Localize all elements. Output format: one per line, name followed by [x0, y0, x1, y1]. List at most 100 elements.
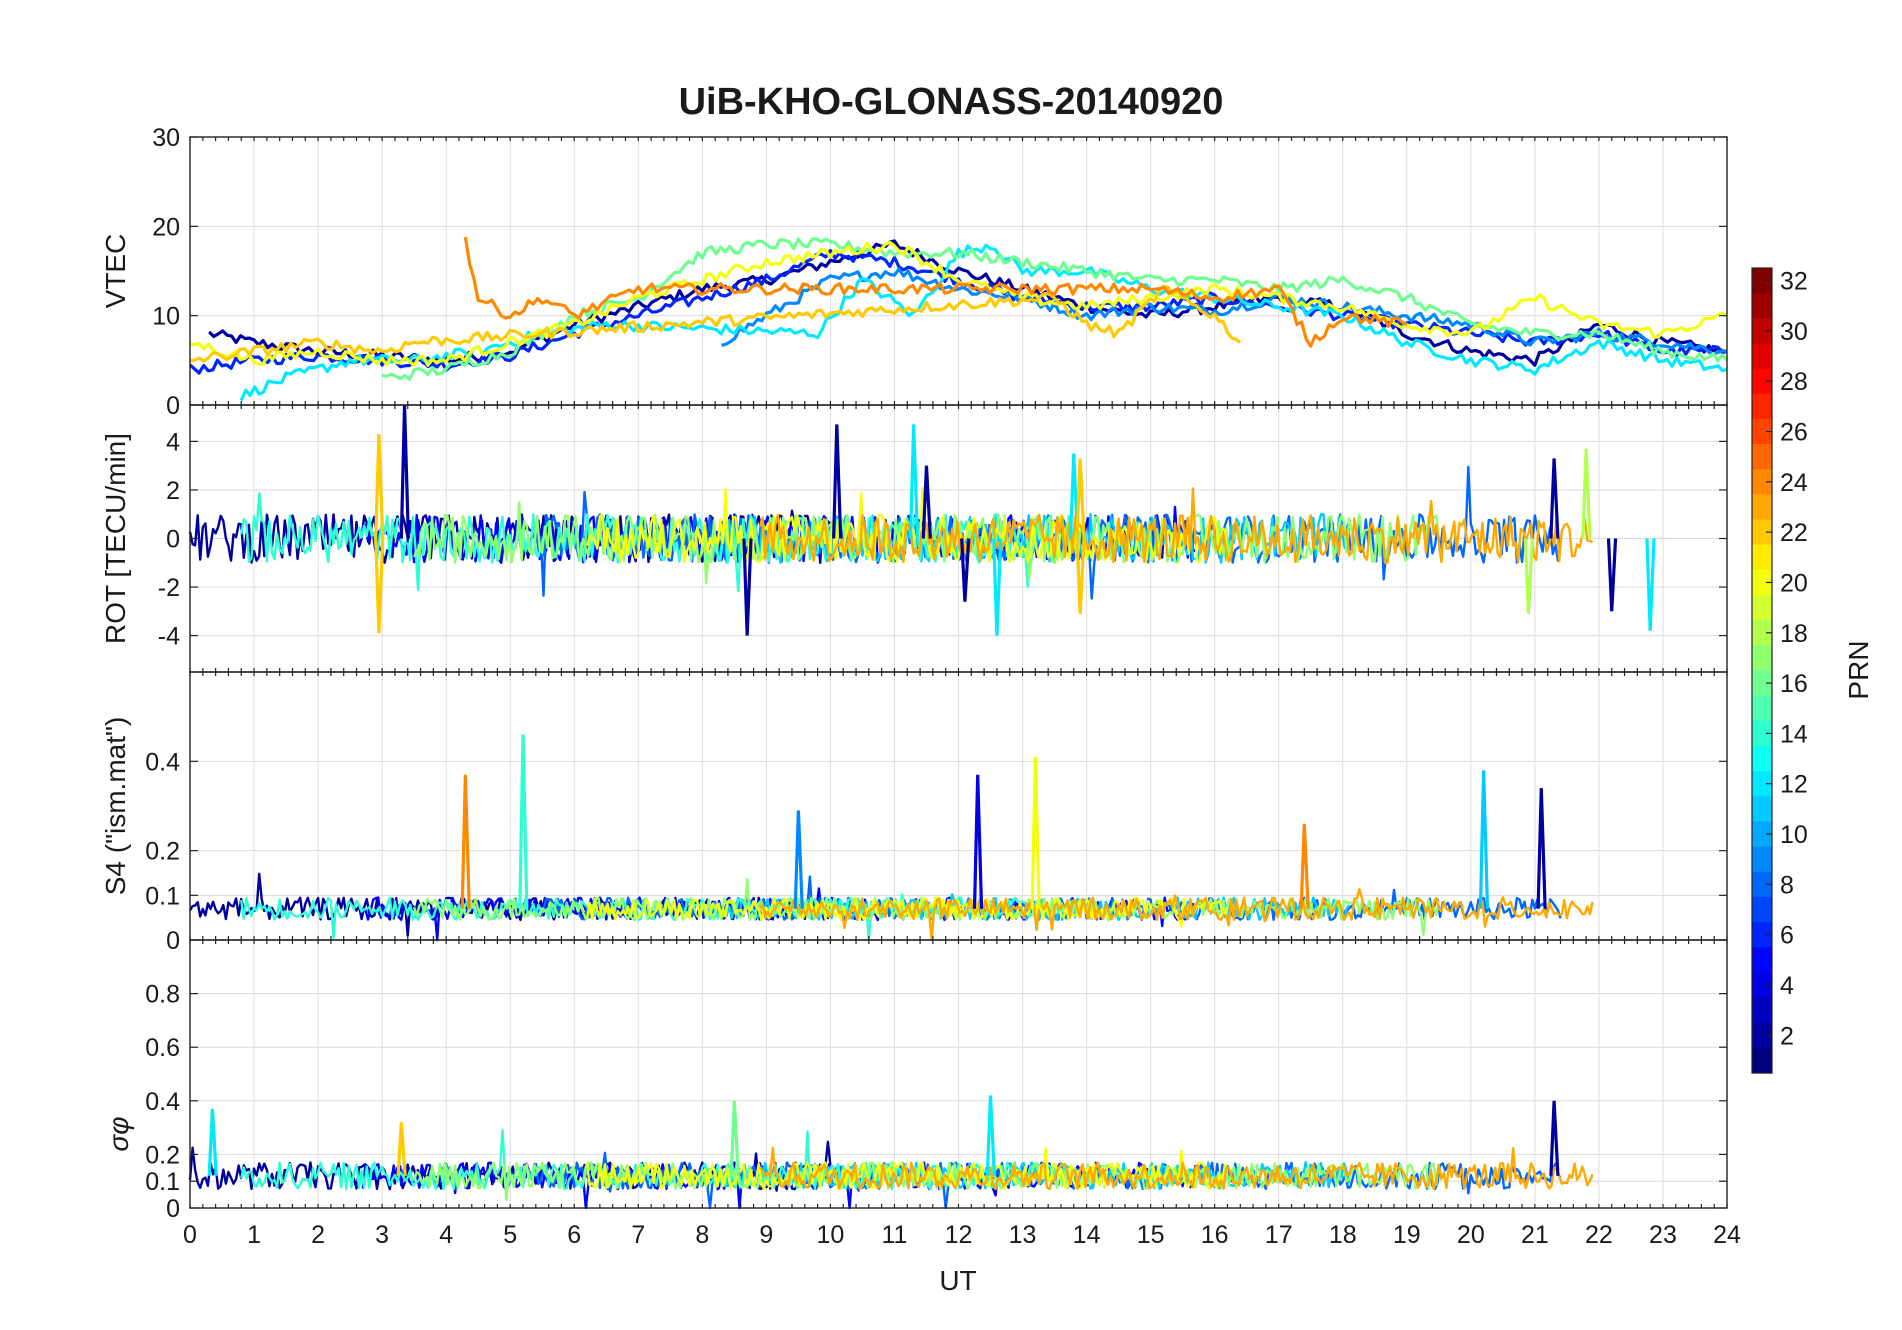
y-tick-label: 4	[166, 428, 180, 456]
noise-trace-prn-14	[240, 1129, 1075, 1191]
colorbar-tick-label: 32	[1780, 268, 1808, 296]
x-tick-label: 4	[439, 1221, 453, 1249]
series-line-prn-20	[189, 240, 1728, 367]
spike-prn-9	[793, 810, 804, 909]
colorbar-segment	[1752, 268, 1772, 294]
colorbar-segment	[1752, 1047, 1772, 1074]
colorbar-tick-label: 18	[1780, 620, 1808, 648]
colorbar-segment	[1752, 871, 1772, 898]
panel-4: 00.10.2 0.4 0.6 0.8 σφ	[103, 939, 1728, 1223]
spike-prn-12	[992, 538, 1003, 636]
colorbar-segment	[1752, 620, 1772, 646]
colorbar-segment	[1752, 821, 1772, 848]
y-tick-label: 0.6	[145, 1034, 180, 1062]
x-tick-label: 8	[695, 1221, 709, 1249]
x-tick-label: 10	[817, 1221, 845, 1249]
panel-3: 0 0.1 0.2 0.4 S4 ("ism.mat")	[100, 671, 1728, 955]
y-tick-label: 0	[166, 927, 180, 955]
spike-prn-22	[374, 434, 385, 539]
x-tick-label: 17	[1265, 1221, 1293, 1249]
y-axis-label: σφ	[103, 1116, 134, 1151]
colorbar-tick-label: 30	[1780, 318, 1808, 346]
spike-prn-18	[1581, 448, 1592, 539]
y-tick-label: -2	[158, 574, 180, 602]
spike-prn-2	[1549, 1100, 1560, 1176]
colorbar-segment	[1752, 745, 1772, 772]
colorbar-tick-label: 12	[1780, 771, 1808, 799]
colorbar-segment	[1752, 947, 1772, 973]
series-line-prn-12	[239, 243, 1728, 402]
colorbar-segment	[1752, 896, 1772, 923]
spike-prn-2	[742, 538, 753, 636]
colorbar-segment	[1752, 695, 1772, 722]
colorbar-tick-label: 4	[1780, 972, 1794, 1000]
colorbar-tick-label: 20	[1780, 569, 1808, 597]
colorbar-segment	[1752, 318, 1772, 345]
y-tick-label: 0.2	[145, 838, 180, 866]
spike-prn-12	[207, 1108, 218, 1176]
colorbar-segment	[1752, 720, 1772, 747]
colorbar-frame	[1751, 267, 1773, 1074]
series-line-prn-24	[463, 236, 1408, 348]
spike-prn-22	[1075, 458, 1086, 539]
colorbar-segment	[1752, 569, 1772, 596]
x-tick-label: 15	[1137, 1221, 1165, 1249]
series-group	[188, 734, 1594, 942]
colorbar-segment	[1752, 469, 1772, 496]
colorbar-tick-label: 8	[1780, 871, 1794, 899]
y-axis-label: VTEC	[100, 234, 131, 309]
x-tick-label: 7	[631, 1221, 645, 1249]
noise-trace-prn-23	[758, 888, 1594, 942]
colorbar-segment	[1752, 444, 1772, 470]
x-tick-label: 14	[1073, 1221, 1101, 1249]
series-line-prn-16	[381, 237, 1729, 381]
spike-prn-22	[396, 1122, 407, 1176]
x-tick-label: 9	[759, 1221, 773, 1249]
x-tick-label: 16	[1201, 1221, 1229, 1249]
noise-trace-prn-23	[758, 487, 1594, 564]
chart-title: UiB-KHO-GLONASS-20140920	[679, 81, 1224, 123]
spike-prn-2	[1536, 788, 1547, 909]
panel-1: 0 10 20 30 VTEC	[100, 124, 1729, 420]
y-tick-label: 0	[166, 526, 180, 554]
spike-prn-16	[729, 1100, 740, 1176]
x-tick-label: 20	[1457, 1221, 1485, 1249]
x-tick-label: 12	[945, 1221, 973, 1249]
noise-trace-prn-23	[759, 1146, 1594, 1191]
panel-2: -4 -2 0 2 4 ROT [TECU/min]	[100, 404, 1728, 673]
colorbar-segment	[1752, 972, 1772, 999]
colorbar-segment	[1752, 1022, 1772, 1049]
spike-prn-2	[399, 404, 410, 539]
colorbar-segment	[1752, 368, 1772, 395]
colorbar-tick-label: 28	[1780, 368, 1808, 396]
y-axis-label: ROT [TECU/min]	[100, 433, 131, 644]
y-tick-label: 20	[152, 213, 180, 241]
colorbar-tick-label: 16	[1780, 670, 1808, 698]
spike-prn-14	[518, 734, 529, 909]
y-axis-label: S4 ("ism.mat")	[100, 717, 131, 896]
y-tick-label: 0.8	[145, 981, 180, 1009]
y-tick-label: 0.1	[145, 882, 180, 910]
x-tick-label: 18	[1329, 1221, 1357, 1249]
y-tick-label: 0.2	[145, 1141, 180, 1169]
spike-prn-20	[1030, 756, 1041, 909]
x-tick-label: 19	[1393, 1221, 1421, 1249]
spike-prn-24	[1299, 823, 1310, 909]
colorbar-segment	[1752, 519, 1772, 546]
colorbar-tick-label: 6	[1780, 922, 1794, 950]
y-tick-label: 0	[166, 392, 180, 420]
y-tick-label: -4	[158, 623, 180, 651]
spike-prn-12	[985, 1095, 996, 1176]
colorbar-label: PRN	[1843, 640, 1874, 699]
y-tick-label: 0.4	[145, 1088, 180, 1116]
colorbar-segment	[1752, 670, 1772, 697]
x-tick-label: 23	[1649, 1221, 1677, 1249]
colorbar-segment	[1752, 393, 1772, 420]
colorbar-segment	[1752, 418, 1772, 445]
colorbar-segment	[1752, 922, 1772, 948]
colorbar-tick-label: 26	[1780, 419, 1808, 447]
y-tick-label: 30	[152, 124, 180, 152]
